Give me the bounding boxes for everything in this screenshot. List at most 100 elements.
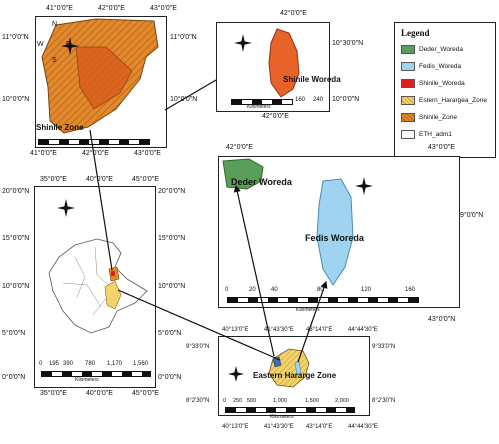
tick-right: 10°0'0"N <box>332 96 360 103</box>
tick-bottom: 43°0'0"E <box>134 150 161 157</box>
tick-top: 42°0'0"E <box>226 144 253 151</box>
scale-label: 80 <box>317 287 324 293</box>
tick-right: 9°33'0"N <box>372 344 396 350</box>
tick-top: 42°0'0"E <box>280 10 307 17</box>
tick-top: 42°0'0"E <box>98 5 125 12</box>
scale-label: 1,500 <box>305 398 319 404</box>
tick-right: 9°0'0"N <box>460 212 484 219</box>
scale-bar <box>225 407 355 413</box>
legend-label: Fedis_Woreda <box>419 63 462 70</box>
tick-right: 15°0'0"N <box>158 235 186 242</box>
scale-label: 160 <box>405 287 416 293</box>
tick-right: 10°30'0"N <box>332 40 364 47</box>
legend-label: Shinile_Zone <box>419 114 457 121</box>
legend-title: Legend <box>401 28 430 38</box>
shinile-woreda-frame: Shinile Woreda 160 240 Kilometers <box>216 22 341 112</box>
scale-label: 390 <box>63 361 74 367</box>
tick-bottom: 43°0'0"N <box>428 316 456 323</box>
legend-swatch <box>401 45 415 54</box>
tick-right: 5°0'0"N <box>158 330 182 337</box>
tick-top: 43°0'0"E <box>428 144 455 151</box>
north-e: E <box>66 41 71 48</box>
tick-top: 44°44'30"E <box>348 327 378 333</box>
tick-left: 10°0'0"N <box>2 283 30 290</box>
tick-bottom: 40°13'0"E <box>222 424 249 430</box>
tick-right: 8°2'30"N <box>372 398 396 404</box>
scale-label: 20 <box>249 287 256 293</box>
scale-label: 0 <box>39 361 43 367</box>
scale-unit: Kilometers <box>296 307 320 313</box>
tick-top: 40°13'0"E <box>222 327 249 333</box>
tick-bottom: 40°0'0"E <box>86 390 113 397</box>
tick-top: 41°0'0"E <box>46 5 73 12</box>
legend-swatch <box>401 79 415 88</box>
tick-left: 11°0'0"N <box>2 34 29 41</box>
scale-unit: Kilometers <box>270 414 294 420</box>
east-hararge-frame: Eastern Hararge Zone 0 250 500 1,000 1,5… <box>218 336 370 416</box>
tick-left: 10°0'0"N <box>2 96 30 103</box>
north-arrow <box>48 35 79 57</box>
legend-swatch <box>401 62 415 71</box>
scale-label: 500 <box>247 398 257 404</box>
scale-label: 40 <box>271 287 278 293</box>
scale-label: 195 <box>49 361 60 367</box>
tick-left: 8°2'30"N <box>186 398 210 404</box>
tick-right: 10°0'0"N <box>170 96 198 103</box>
tick-left: 9°33'0"N <box>186 344 210 350</box>
scale-label: 1,170 <box>107 361 123 367</box>
tick-left: 20°0'0"N <box>2 188 30 195</box>
scale-label: 0 <box>225 287 229 293</box>
tick-top: 43°0'0"E <box>150 5 177 12</box>
scale-unit: Kilometers <box>75 377 99 383</box>
tick-left: 15°0'0"N <box>2 235 30 242</box>
tick-top: 40°0'0"E <box>86 176 113 183</box>
tick-bottom: 41°0'0"E <box>30 150 57 157</box>
tick-top: 43°14'0"E <box>306 327 333 333</box>
deder-label: Deder Woreda <box>231 177 292 187</box>
east-hararge-label: Eastern Hararge Zone <box>253 371 337 380</box>
tick-right: 10°0'0"N <box>158 283 186 290</box>
scale-bar <box>227 297 419 303</box>
tick-right: 20°0'0"N <box>158 188 186 195</box>
north-arrow-icon <box>228 366 244 382</box>
north-n: N <box>52 21 58 28</box>
legend-label: Shinile_Woreda <box>419 80 465 87</box>
legend: Legend Deder_Woreda Fedis_Woreda Shinile… <box>394 22 496 158</box>
shinile-woreda-map <box>268 28 300 98</box>
scale-bar <box>38 139 150 145</box>
tick-bottom: 42°0'0"E <box>82 150 109 157</box>
tick-bottom: 45°0'0"E <box>132 390 159 397</box>
tick-top: 35°0'0"E <box>40 176 67 183</box>
shinile-zone-frame: N W E S Shinile Zone <box>35 16 167 148</box>
ethiopia-map <box>48 238 148 334</box>
scale-bar <box>41 371 151 377</box>
north-s: S <box>52 57 57 64</box>
north-arrow-icon <box>234 34 252 52</box>
scale-label: 0 <box>223 398 227 404</box>
legend-label: ETH_adm1 <box>419 131 452 138</box>
tick-top: 45°0'0"E <box>132 176 159 183</box>
scale-label: 1,560 <box>133 361 149 367</box>
tick-bottom: 35°0'0"E <box>40 390 67 397</box>
scale-unit: Kilometers <box>247 104 271 110</box>
scale-label: 780 <box>85 361 96 367</box>
tick-bottom: 44°44'30"E <box>348 424 378 430</box>
fedis-label: Fedis Woreda <box>305 233 364 243</box>
legend-label: Deder_Woreda <box>419 46 463 53</box>
tick-right: 11°0'0"N <box>170 34 197 41</box>
north-arrow-icon <box>57 199 75 217</box>
legend-swatch <box>401 113 415 122</box>
scale-label: 250 <box>233 398 243 404</box>
scale-label: 160 <box>295 97 306 103</box>
shinile-zone-label: Shinile Zone <box>36 123 84 132</box>
deder-fedis-map <box>222 158 354 286</box>
tick-bottom: 42°0'0"E <box>262 113 289 120</box>
tick-left: 0°0'0"N <box>2 374 26 381</box>
connector-shinile-woreda <box>164 79 217 111</box>
legend-swatch <box>401 130 415 139</box>
legend-label: Estern_Harargea_Zone <box>419 97 487 104</box>
north-w: W <box>37 41 44 48</box>
north-arrow-icon <box>355 177 373 195</box>
shinile-woreda-label: Shinile Woreda <box>283 75 341 84</box>
tick-left: 5°0'0"N <box>2 330 26 337</box>
